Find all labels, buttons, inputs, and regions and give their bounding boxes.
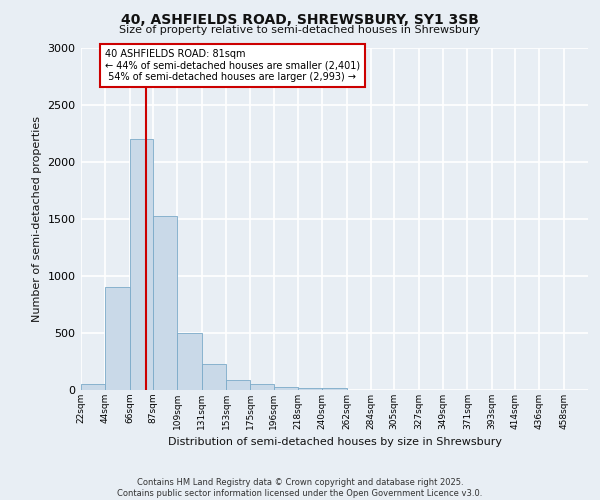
Text: Contains HM Land Registry data © Crown copyright and database right 2025.
Contai: Contains HM Land Registry data © Crown c… — [118, 478, 482, 498]
Bar — [153, 216, 178, 390]
Bar — [106, 287, 130, 390]
Bar — [130, 139, 153, 390]
Bar — [202, 364, 226, 390]
Text: Size of property relative to semi-detached houses in Shrewsbury: Size of property relative to semi-detach… — [119, 25, 481, 35]
Bar — [226, 380, 250, 390]
Bar — [250, 384, 274, 390]
Bar — [178, 333, 202, 390]
Bar — [274, 386, 298, 390]
Y-axis label: Number of semi-detached properties: Number of semi-detached properties — [32, 116, 42, 322]
Text: 40 ASHFIELDS ROAD: 81sqm
← 44% of semi-detached houses are smaller (2,401)
 54% : 40 ASHFIELDS ROAD: 81sqm ← 44% of semi-d… — [106, 48, 361, 82]
Bar — [298, 388, 322, 390]
Text: 40, ASHFIELDS ROAD, SHREWSBURY, SY1 3SB: 40, ASHFIELDS ROAD, SHREWSBURY, SY1 3SB — [121, 12, 479, 26]
X-axis label: Distribution of semi-detached houses by size in Shrewsbury: Distribution of semi-detached houses by … — [167, 438, 502, 448]
Bar — [81, 384, 106, 390]
Bar — [322, 388, 347, 390]
